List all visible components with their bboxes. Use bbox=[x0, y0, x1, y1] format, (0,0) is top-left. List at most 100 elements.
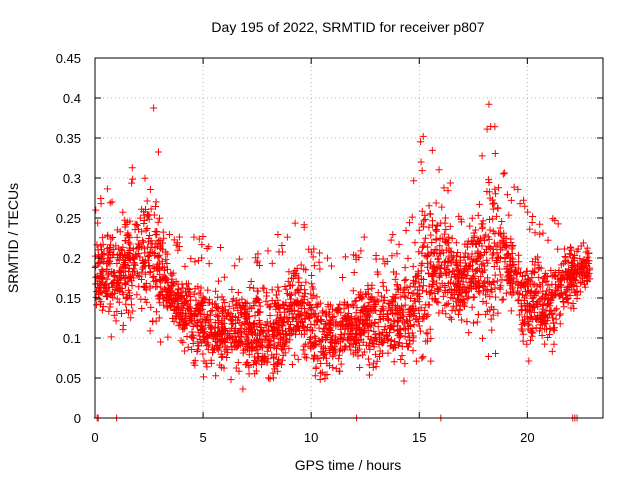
data-point bbox=[254, 250, 262, 258]
data-point bbox=[108, 198, 116, 206]
data-point bbox=[482, 248, 490, 256]
data-point bbox=[498, 218, 506, 226]
data-point bbox=[509, 258, 517, 266]
data-point bbox=[119, 253, 127, 261]
data-point bbox=[550, 292, 558, 300]
data-point bbox=[135, 250, 143, 258]
data-point bbox=[418, 315, 426, 323]
data-point bbox=[536, 220, 544, 228]
data-point bbox=[286, 336, 294, 344]
data-point bbox=[526, 308, 534, 316]
data-point bbox=[256, 302, 264, 310]
data-point bbox=[401, 277, 409, 285]
data-point bbox=[252, 296, 260, 304]
data-point bbox=[440, 230, 448, 238]
data-point bbox=[349, 302, 357, 310]
data-point bbox=[525, 318, 533, 326]
data-point bbox=[156, 214, 164, 222]
data-point bbox=[526, 336, 534, 344]
data-point bbox=[119, 288, 127, 296]
data-point bbox=[134, 271, 142, 279]
data-point bbox=[260, 284, 268, 292]
data-point bbox=[447, 285, 455, 293]
data-point bbox=[264, 326, 272, 334]
data-point bbox=[316, 265, 324, 273]
data-point bbox=[205, 260, 213, 268]
data-point bbox=[253, 287, 261, 295]
data-point bbox=[435, 273, 443, 281]
data-point bbox=[406, 323, 414, 331]
data-point bbox=[135, 273, 143, 281]
data-point bbox=[119, 321, 127, 329]
data-point bbox=[293, 322, 301, 330]
data-point bbox=[133, 233, 141, 241]
y-axis-label: SRMTID / TECUs bbox=[5, 183, 21, 293]
data-point bbox=[473, 284, 481, 292]
data-point bbox=[104, 254, 112, 262]
data-point bbox=[517, 325, 525, 333]
data-point bbox=[273, 350, 281, 358]
data-point bbox=[152, 231, 160, 239]
data-point bbox=[365, 342, 373, 350]
data-point bbox=[377, 316, 385, 324]
data-point bbox=[139, 259, 147, 267]
data-point bbox=[402, 293, 410, 301]
data-point bbox=[110, 278, 118, 286]
data-point bbox=[425, 202, 433, 210]
data-point bbox=[303, 354, 311, 362]
data-point bbox=[380, 326, 388, 334]
data-point bbox=[548, 347, 556, 355]
data-point bbox=[129, 307, 137, 315]
data-point bbox=[393, 285, 401, 293]
data-point bbox=[480, 287, 488, 295]
data-point bbox=[495, 265, 503, 273]
data-point bbox=[283, 338, 291, 346]
data-point bbox=[420, 217, 428, 225]
data-point bbox=[191, 357, 199, 365]
data-point bbox=[275, 287, 283, 295]
data-point bbox=[279, 300, 287, 308]
data-point bbox=[531, 229, 539, 237]
data-point bbox=[206, 330, 214, 338]
data-point bbox=[335, 347, 343, 355]
data-point bbox=[488, 196, 496, 204]
data-point bbox=[165, 230, 173, 238]
data-point bbox=[95, 290, 103, 298]
data-point bbox=[99, 302, 107, 310]
data-point bbox=[284, 277, 292, 285]
data-point bbox=[317, 359, 325, 367]
data-point bbox=[562, 295, 570, 303]
data-point bbox=[187, 255, 195, 263]
data-point bbox=[277, 340, 285, 348]
data-point bbox=[499, 295, 507, 303]
data-point bbox=[359, 319, 367, 327]
data-point bbox=[196, 306, 204, 314]
data-point bbox=[225, 302, 233, 310]
data-point bbox=[172, 241, 180, 249]
data-point bbox=[315, 324, 323, 332]
data-point bbox=[330, 313, 338, 321]
data-point bbox=[300, 223, 308, 231]
data-point bbox=[113, 260, 121, 268]
data-point bbox=[427, 231, 435, 239]
data-point bbox=[521, 313, 529, 321]
data-point bbox=[154, 260, 162, 268]
data-point bbox=[451, 307, 459, 315]
data-point bbox=[415, 279, 423, 287]
data-point bbox=[227, 316, 235, 324]
data-point bbox=[151, 227, 159, 235]
data-point bbox=[415, 248, 423, 256]
data-point bbox=[377, 292, 385, 300]
data-point bbox=[401, 326, 409, 334]
y-tick-label: 0.15 bbox=[56, 291, 81, 306]
data-point bbox=[219, 296, 227, 304]
data-point bbox=[443, 300, 451, 308]
data-point bbox=[507, 254, 515, 262]
data-point bbox=[181, 347, 189, 355]
data-point bbox=[136, 214, 144, 222]
data-point bbox=[539, 287, 547, 295]
data-point bbox=[391, 302, 399, 310]
data-point bbox=[172, 310, 180, 318]
data-point bbox=[506, 262, 514, 270]
data-point bbox=[481, 283, 489, 291]
